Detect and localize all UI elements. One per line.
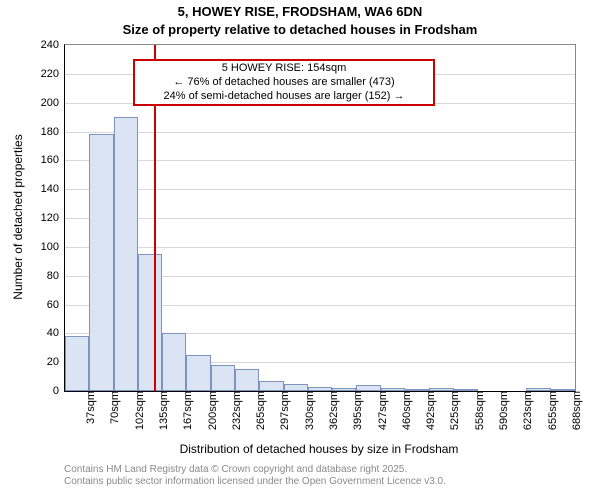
x-tick-label: 688sqm (567, 391, 583, 430)
y-tick-label: 240 (41, 39, 65, 51)
histogram-bar (114, 117, 138, 391)
x-tick-label: 492sqm (421, 391, 437, 430)
gridline (65, 218, 575, 219)
x-tick-label: 590sqm (494, 391, 510, 430)
y-tick-label: 220 (41, 68, 65, 80)
y-tick-label: 20 (47, 356, 65, 368)
footer-line1: Contains HM Land Registry data © Crown c… (64, 464, 407, 475)
gridline (65, 247, 575, 248)
x-tick-label: 232sqm (227, 391, 243, 430)
histogram-bar (65, 336, 89, 391)
x-tick-label: 297sqm (275, 391, 291, 430)
x-tick-label: 70sqm (105, 391, 121, 424)
x-tick-label: 460sqm (397, 391, 413, 430)
y-tick-label: 160 (41, 154, 65, 166)
histogram-bar (162, 333, 186, 391)
y-tick-label: 80 (47, 270, 65, 282)
property-callout-box: 5 HOWEY RISE: 154sqm← 76% of detached ho… (133, 59, 435, 106)
x-tick-label: 167sqm (178, 391, 194, 430)
y-axis-title: Number of detached properties (11, 134, 25, 299)
gridline (65, 189, 575, 190)
x-tick-label: 265sqm (251, 391, 267, 430)
histogram-bar (211, 365, 235, 391)
x-tick-label: 395sqm (348, 391, 364, 430)
y-tick-label: 100 (41, 241, 65, 253)
histogram-bar (259, 381, 283, 391)
x-tick-label: 102sqm (130, 391, 146, 430)
histogram-bar (186, 355, 210, 391)
x-tick-label: 558sqm (470, 391, 486, 430)
x-tick-label: 330sqm (300, 391, 316, 430)
y-tick-label: 200 (41, 97, 65, 109)
x-tick-label: 37sqm (81, 391, 97, 424)
x-tick-label: 427sqm (373, 391, 389, 430)
x-tick-label: 362sqm (324, 391, 340, 430)
histogram-bar (235, 369, 259, 391)
x-axis-title: Distribution of detached houses by size … (180, 442, 459, 456)
x-tick-label: 135sqm (154, 391, 170, 430)
y-tick-label: 180 (41, 126, 65, 138)
x-tick-label: 525sqm (445, 391, 461, 430)
plot-area: 02040608010012014016018020022024037sqm70… (64, 44, 576, 392)
chart-title-line2: Size of property relative to detached ho… (0, 22, 600, 37)
y-tick-label: 60 (47, 299, 65, 311)
callout-line: ← 76% of detached houses are smaller (47… (139, 76, 429, 90)
x-tick-label: 623sqm (518, 391, 534, 430)
gridline (65, 160, 575, 161)
histogram-bar (138, 254, 162, 391)
y-tick-label: 40 (47, 327, 65, 339)
footer-line2: Contains public sector information licen… (64, 476, 446, 487)
callout-line: 5 HOWEY RISE: 154sqm (139, 62, 429, 76)
x-tick-label: 655sqm (543, 391, 559, 430)
chart-container: 5, HOWEY RISE, FRODSHAM, WA6 6DN Size of… (0, 0, 600, 500)
y-tick-label: 0 (53, 385, 65, 397)
callout-line: 24% of semi-detached houses are larger (… (139, 90, 429, 104)
x-tick-label: 200sqm (203, 391, 219, 430)
chart-title-line1: 5, HOWEY RISE, FRODSHAM, WA6 6DN (0, 4, 600, 19)
y-tick-label: 120 (41, 212, 65, 224)
gridline (65, 132, 575, 133)
histogram-bar (89, 134, 113, 391)
y-tick-label: 140 (41, 183, 65, 195)
histogram-bar (284, 384, 308, 391)
